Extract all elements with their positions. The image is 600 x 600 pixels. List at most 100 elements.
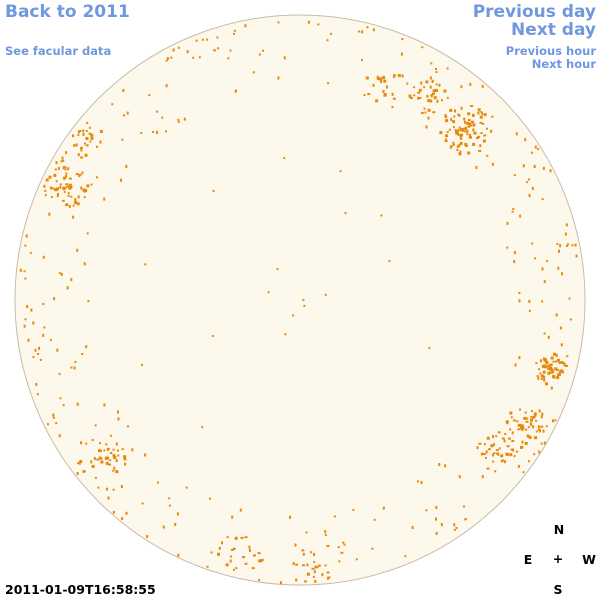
facula-dot [25,234,28,238]
facula-dot [547,371,551,375]
facula-dot [226,536,229,539]
facula-dot [546,365,549,368]
facula-dot [103,403,106,407]
facula-dot [344,212,347,215]
facula-dot [503,439,506,443]
facula-dot [183,117,186,121]
facula-dot [294,543,297,547]
facula-dot [85,130,88,132]
facula-dot [558,249,560,253]
facula-dot [543,280,546,284]
facula-dot [559,326,562,330]
facula-dot [487,448,491,451]
facula-dot [521,440,524,444]
facula-dot [235,567,238,570]
see-facular-data-link[interactable]: See facular data [5,44,112,58]
facula-dot [467,119,471,122]
facula-dot [505,420,509,424]
facula-dot [152,131,154,133]
facula-dot [67,194,70,197]
facula-dot [391,92,394,96]
facula-dot [62,166,65,170]
facula-dot [367,93,371,95]
facula-dot [326,545,330,547]
facula-dot [436,99,439,103]
facula-dot [504,460,506,464]
facula-dot [478,442,482,445]
facula-dot [217,47,220,50]
facula-dot [276,268,279,271]
facula-dot [93,457,96,461]
facula-dot [435,506,438,509]
facula-dot [491,162,494,166]
facula-dot [545,425,548,428]
next-hour-link[interactable]: Next hour [531,57,596,71]
facula-dot [302,298,305,301]
facula-dot [361,58,363,61]
previous-day-link[interactable]: Previous day [472,2,596,22]
facula-dot [365,76,369,80]
facula-dot [481,475,484,479]
facula-dot [479,121,483,124]
facula-dot [428,346,431,349]
facula-dot [472,114,475,117]
facula-dot [192,56,195,59]
facula-dot [524,441,528,445]
facula-dot [306,572,310,576]
facula-dot [327,576,329,580]
facula-dot [435,517,437,521]
facula-dot [491,115,494,118]
facula-dot [113,466,116,470]
facula-dot [463,127,467,130]
facula-dot [141,502,144,505]
facula-dot [420,481,423,484]
facula-dot [459,141,463,145]
facula-dot [330,32,333,35]
facula-dot [423,107,426,110]
facula-dot [560,361,564,364]
facula-dot [76,472,79,475]
facula-dot [262,49,264,52]
facula-dot [83,470,86,473]
facula-dot [251,567,255,570]
facula-dot [435,68,437,70]
facula-dot [383,93,387,96]
facula-dot [172,48,175,52]
facula-dot [91,465,95,468]
facula-dot [565,223,568,227]
facula-dot [512,207,515,210]
facula-dot [480,111,483,114]
facula-dot [108,463,111,466]
facula-dot [162,525,165,529]
facula-dot [495,435,498,438]
facula-dot [212,189,215,192]
facula-dot [248,545,251,549]
facula-dot [530,416,534,419]
facula-dot [477,111,480,115]
facula-dot [475,165,478,169]
facula-dot [312,575,315,578]
facula-dot [148,94,151,97]
facula-dot [24,318,27,321]
facula-dot [506,246,509,249]
facula-dot [506,221,509,225]
previous-hour-link[interactable]: Previous hour [505,44,596,58]
facula-dot [80,148,83,152]
next-day-link[interactable]: Next day [511,20,596,40]
facula-dot [457,113,460,116]
facula-dot [413,86,416,89]
facula-dot [174,523,177,526]
facula-dot [62,159,65,162]
facula-dot [56,187,59,191]
facula-dot [392,76,395,78]
facula-dot [435,531,438,535]
observation-timestamp: 2011-01-09T16:58:55 [5,582,156,597]
facula-dot [217,552,220,556]
facula-dot [463,117,466,121]
facula-dot [75,143,78,147]
back-to-year-link[interactable]: Back to 2011 [5,2,130,22]
facula-dot [313,553,315,556]
facula-dot [472,123,476,127]
facula-dot [50,196,53,199]
